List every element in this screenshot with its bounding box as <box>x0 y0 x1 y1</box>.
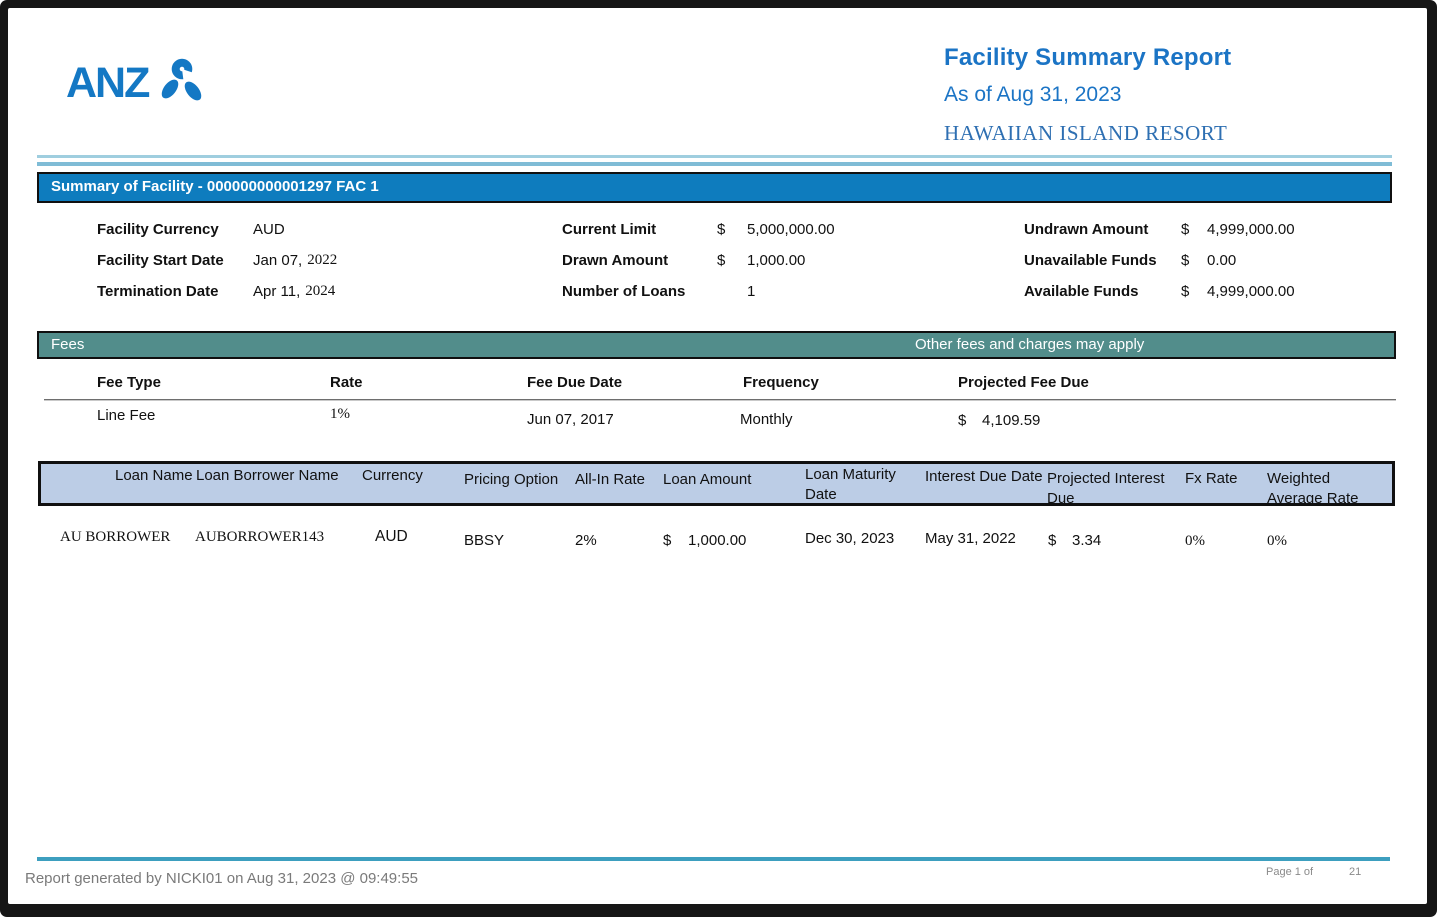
loan-cell-projected: 3.34 <box>1072 532 1102 549</box>
fee-cell-frequency: Monthly <box>740 411 793 428</box>
fee-header-projected: Projected Fee Due <box>958 374 1089 391</box>
header-divider-rule <box>37 155 1392 166</box>
report-generated-text: Report generated by NICKI01 on Aug 31, 2… <box>25 870 419 887</box>
loan-cell-pricing: BBSY <box>464 532 505 549</box>
loan-cell-weighted-avg: 0% <box>1267 533 1287 549</box>
currency-symbol: $ <box>1181 252 1190 269</box>
field-value: 0.00 <box>1207 252 1237 269</box>
loan-cell-projected-currency-symbol: $ <box>1048 532 1057 549</box>
field-value: Jan 07, <box>253 252 303 269</box>
loan-table-header <box>38 461 1395 506</box>
fee-header-rate: Rate <box>330 374 363 391</box>
loan-header-name: Loan Name <box>115 467 193 484</box>
field-label: Termination Date <box>97 283 219 300</box>
field-termination-date: Termination Date Apr 11, 2024 <box>97 276 337 307</box>
currency-symbol: $ <box>1181 221 1190 238</box>
loan-header-borrower: Loan Borrower Name <box>196 467 339 484</box>
field-facility-start-date: Facility Start Date Jan 07, 2022 <box>97 245 337 276</box>
loan-cell-borrower: AUBORROWER143 <box>195 529 325 545</box>
loan-cell-fx-rate: 0% <box>1185 533 1205 549</box>
currency-symbol: $ <box>717 252 726 269</box>
field-label: Current Limit <box>562 221 657 238</box>
anz-lotus-icon <box>161 58 202 101</box>
loan-header-currency: Currency <box>362 467 423 484</box>
summary-column-1: Facility Currency AUD Facility Start Dat… <box>97 214 337 307</box>
fee-header-type: Fee Type <box>97 374 161 391</box>
loan-header-amount: Loan Amount <box>663 471 752 488</box>
loan-cell-name: AU BORROWER <box>60 529 171 545</box>
loan-header-projected-interest: Projected Interest Due <box>1047 470 1165 507</box>
fee-cell-rate: 1% <box>330 406 350 422</box>
page-number-label: Page 1 of <box>1266 866 1314 878</box>
loan-header-pricing: Pricing Option <box>464 471 559 488</box>
field-facility-currency: Facility Currency AUD <box>97 214 337 245</box>
loan-header-interest-due: Interest Due Date <box>925 468 1043 485</box>
page-total: 21 <box>1349 866 1362 878</box>
field-label: Unavailable Funds <box>1024 252 1157 269</box>
fee-cell-projected: 4,109.59 <box>982 412 1041 429</box>
fee-header-frequency: Frequency <box>743 374 819 391</box>
as-of-date: As of Aug 31, 2023 <box>944 83 1122 106</box>
fees-note: Other fees and charges may apply <box>915 336 1145 353</box>
loan-cell-currency: AUD <box>375 528 408 545</box>
fee-cell-type: Line Fee <box>97 407 156 424</box>
field-value: 5,000,000.00 <box>747 221 835 238</box>
loan-cell-all-in-rate: 2% <box>575 532 597 549</box>
loan-cell-maturity: Dec 30, 2023 <box>805 530 895 547</box>
field-label: Facility Start Date <box>97 252 224 269</box>
field-value: Apr 11, <box>253 283 301 300</box>
summary-column-2: Current Limit $ 5,000,000.00 Drawn Amoun… <box>562 214 835 307</box>
field-label: Drawn Amount <box>562 252 669 269</box>
loan-cell-amount-currency-symbol: $ <box>663 532 672 549</box>
field-label: Available Funds <box>1024 283 1139 300</box>
currency-symbol: $ <box>717 221 726 238</box>
loan-cell-interest-due: May 31, 2022 <box>925 530 1016 547</box>
field-available-funds: Available Funds $ 4,999,000.00 <box>1024 276 1295 307</box>
field-drawn-amount: Drawn Amount $ 1,000.00 <box>562 245 835 276</box>
page-title: Facility Summary Report <box>944 44 1232 71</box>
field-label: Number of Loans <box>562 283 686 300</box>
fee-cell-currency-symbol: $ <box>958 412 967 429</box>
fees-section-title: Fees <box>51 336 85 353</box>
anz-logo-icon: ANZ <box>66 58 202 107</box>
field-value-year: 2022 <box>307 252 338 268</box>
field-undrawn-amount: Undrawn Amount $ 4,999,000.00 <box>1024 214 1295 245</box>
fees-section-bar: Fees Other fees and charges may apply <box>37 331 1396 359</box>
field-value: AUD <box>253 221 285 238</box>
field-unavailable-funds: Unavailable Funds $ 0.00 <box>1024 245 1295 276</box>
loan-header-maturity: Loan Maturity Date <box>805 466 896 503</box>
footer-divider-rule <box>37 857 1390 861</box>
loan-header-all-in-rate: All-In Rate <box>575 471 646 488</box>
anz-logo: ANZ <box>66 58 206 109</box>
field-value: 1 <box>747 283 756 300</box>
field-value: 1,000.00 <box>747 252 806 269</box>
field-value-year: 2024 <box>305 283 336 299</box>
fee-cell-due-date: Jun 07, 2017 <box>527 411 614 428</box>
loan-header-fx-rate: Fx Rate <box>1185 470 1238 487</box>
field-label: Facility Currency <box>97 221 219 238</box>
field-value: 4,999,000.00 <box>1207 283 1295 300</box>
loan-header-weighted-avg: Weighted Average Rate <box>1267 470 1359 507</box>
fee-header-due-date: Fee Due Date <box>527 374 623 391</box>
report-title-block: Facility Summary Report As of Aug 31, 20… <box>944 44 1231 146</box>
client-name: HAWAIIAN ISLAND RESORT <box>944 121 1228 145</box>
field-number-of-loans: Number of Loans 1 <box>562 276 835 307</box>
anz-logo-text: ANZ <box>66 59 150 104</box>
field-label: Undrawn Amount <box>1024 221 1149 238</box>
field-value: 4,999,000.00 <box>1207 221 1295 238</box>
loan-cell-amount: 1,000.00 <box>688 532 747 549</box>
summary-column-3: Undrawn Amount $ 4,999,000.00 Unavailabl… <box>1024 214 1295 307</box>
fee-table-divider <box>44 399 1396 401</box>
field-current-limit: Current Limit $ 5,000,000.00 <box>562 214 835 245</box>
currency-symbol: $ <box>1181 283 1190 300</box>
summary-section-title: Summary of Facility - 000000000001297 FA… <box>51 178 379 195</box>
summary-section-bar: Summary of Facility - 000000000001297 FA… <box>37 172 1392 203</box>
